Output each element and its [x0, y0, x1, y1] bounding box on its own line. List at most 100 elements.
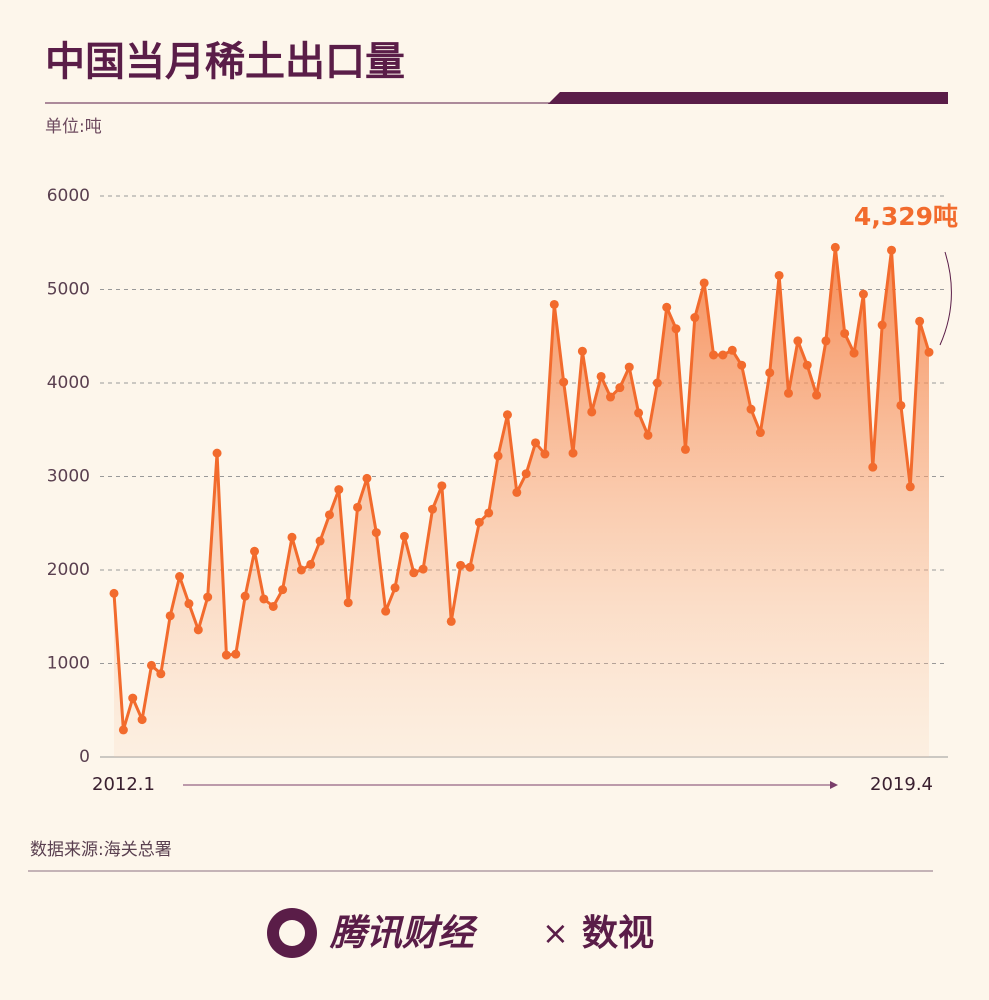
- y-tick-label: 3000: [47, 467, 90, 487]
- point: [812, 390, 822, 400]
- point: [802, 360, 812, 370]
- point: [577, 346, 587, 356]
- point: [146, 660, 156, 670]
- point: [409, 568, 419, 578]
- point: [793, 336, 803, 346]
- point: [709, 350, 719, 360]
- source: 数据来源:海关总署: [30, 840, 172, 860]
- point: [353, 502, 363, 512]
- point: [474, 517, 484, 527]
- point: [278, 585, 288, 595]
- y-tick-label: 1000: [47, 654, 90, 674]
- point: [849, 348, 859, 358]
- point: [924, 347, 934, 357]
- point: [118, 725, 128, 735]
- y-tick-label: 2000: [47, 560, 90, 580]
- point: [250, 546, 260, 556]
- point: [821, 336, 831, 346]
- point: [437, 481, 447, 491]
- point: [446, 616, 456, 626]
- point: [231, 649, 241, 659]
- point: [137, 715, 147, 725]
- point: [287, 532, 297, 542]
- point: [165, 611, 175, 621]
- partner: 数视: [582, 913, 654, 954]
- point: [324, 510, 334, 520]
- point: [840, 328, 850, 338]
- point: [858, 289, 868, 299]
- point: [531, 438, 541, 448]
- point: [652, 378, 662, 388]
- point: [755, 428, 765, 438]
- point: [605, 392, 615, 402]
- point: [193, 625, 203, 635]
- point: [587, 407, 597, 417]
- point: [521, 469, 531, 479]
- point: [315, 536, 325, 546]
- point: [634, 408, 644, 418]
- point: [306, 559, 316, 569]
- point: [203, 592, 213, 602]
- chart-title: 中国当月稀土出口量: [45, 39, 405, 85]
- point: [465, 562, 475, 572]
- arrow-head: [830, 781, 838, 789]
- point: [343, 598, 353, 608]
- point: [671, 324, 681, 334]
- point: [259, 594, 269, 604]
- point: [559, 377, 569, 387]
- point: [877, 320, 887, 330]
- point: [502, 410, 512, 420]
- point: [643, 430, 653, 440]
- separator: ×: [542, 914, 569, 952]
- point: [512, 487, 522, 497]
- point: [568, 448, 578, 458]
- point: [484, 508, 494, 518]
- point: [727, 345, 737, 355]
- point: [887, 245, 897, 255]
- point: [381, 606, 391, 616]
- brand: 腾讯财经: [329, 913, 478, 954]
- point: [549, 299, 559, 309]
- point: [774, 270, 784, 280]
- point: [662, 302, 672, 312]
- point: [905, 482, 915, 492]
- value-label: 4,329吨: [854, 202, 958, 231]
- x-tick-label: 2019.4: [870, 774, 933, 795]
- point: [830, 242, 840, 252]
- point: [718, 350, 728, 360]
- annotation-leader: [939, 251, 952, 346]
- point: [109, 588, 119, 598]
- point: [296, 565, 306, 575]
- point: [493, 451, 503, 461]
- plot: 0 1000 2000 3000 4000 5000 6000 2012.1 2019.4 4,3…: [47, 186, 958, 795]
- point: [915, 316, 925, 326]
- point: [868, 462, 878, 472]
- point: [428, 504, 438, 514]
- point: [624, 362, 634, 372]
- point: [268, 601, 278, 611]
- point: [418, 564, 428, 574]
- x-tick-label: 2012.1: [92, 774, 155, 795]
- point: [896, 400, 906, 410]
- unit-label: 单位:吨: [45, 117, 102, 137]
- point: [615, 383, 625, 393]
- point: [128, 693, 138, 703]
- point: [399, 531, 409, 541]
- point: [456, 560, 466, 570]
- y-tick-label: 4000: [47, 373, 90, 393]
- point: [371, 528, 381, 538]
- point: [390, 583, 400, 593]
- point: [240, 591, 250, 601]
- point: [156, 669, 166, 679]
- point: [175, 572, 185, 582]
- point: [334, 485, 344, 495]
- point: [212, 448, 222, 458]
- y-tick-label: 0: [79, 747, 90, 767]
- point: [540, 449, 550, 459]
- point: [362, 473, 372, 483]
- point: [737, 360, 747, 370]
- brand-logo-inner: [279, 920, 305, 946]
- point: [184, 599, 194, 609]
